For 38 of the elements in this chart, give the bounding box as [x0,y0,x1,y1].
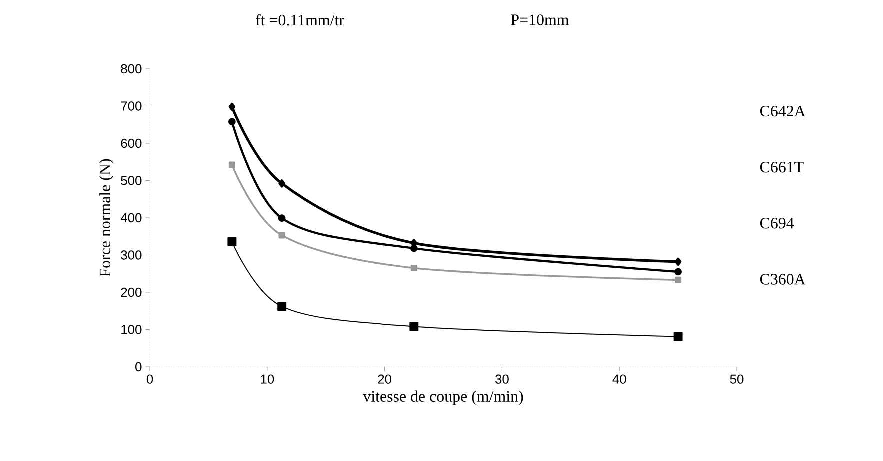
y-tick-label: 600 [121,138,142,148]
point [674,268,682,276]
point [278,232,286,239]
y-tick-label: 200 [121,288,142,298]
text: C661T [760,162,804,173]
x-tick-label: 40 [612,374,626,384]
x-tick-label: 50 [730,374,744,384]
y-tick-label: 100 [122,325,142,334]
y-tick-label: 700 [121,102,142,111]
point [674,332,683,342]
point [675,276,682,284]
y-tick-label: 500 [121,176,142,186]
point [228,118,236,126]
text: C360A [760,274,806,285]
point [410,244,418,252]
y-axis-title: Force normale (N) [99,159,114,277]
text: P=10mm [511,14,570,26]
point [228,162,236,168]
x-tick-label: 10 [261,374,274,384]
x-tick-label: 20 [378,374,392,384]
text: ft =0.11mm/tr [256,14,344,26]
x-tick-label: 0 [146,374,154,384]
point [674,258,682,266]
point [410,264,418,272]
point [228,237,237,246]
y-tick-label: 0 [136,362,142,372]
y-tick-label: 400 [120,213,142,223]
point [228,102,236,112]
x-tick-label: 30 [496,374,509,384]
point [410,322,419,332]
text: C694 [760,218,794,229]
point [278,180,286,188]
text: C642A [760,106,806,117]
y-tick-label: 300 [121,250,142,260]
point [278,214,286,222]
point [278,302,287,312]
y-tick-label: 800 [121,64,142,74]
x-axis-title: vitesse de coupe (m/min) [363,390,524,406]
